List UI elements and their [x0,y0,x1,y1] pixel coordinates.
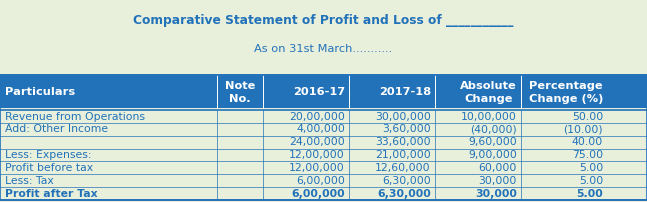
Text: 2016-17: 2016-17 [292,87,345,97]
Text: 24,00,000: 24,00,000 [289,137,345,147]
Text: 60,000: 60,000 [479,163,517,173]
Text: 6,30,000: 6,30,000 [377,188,431,199]
Text: Less: Tax: Less: Tax [5,176,53,186]
Text: 21,00,000: 21,00,000 [375,150,431,160]
Text: 5.00: 5.00 [579,176,603,186]
Text: 30,00,000: 30,00,000 [375,112,431,122]
Bar [0,75,647,200]
Text: Note
No.: Note No. [225,81,255,104]
Text: 5.00: 5.00 [579,163,603,173]
Text: Add: Other Income: Add: Other Income [5,124,107,134]
Text: 3,60,000: 3,60,000 [382,124,431,134]
Text: 12,00,000: 12,00,000 [289,163,345,173]
Text: Profit after Tax: Profit after Tax [5,188,97,199]
Text: (40,000): (40,000) [470,124,517,134]
Text: 9,00,000: 9,00,000 [468,150,517,160]
Text: Less: Expenses:: Less: Expenses: [5,150,91,160]
Text: As on 31st March...........: As on 31st March........... [254,44,393,55]
Bar [0,108,647,200]
Text: Absolute
Change: Absolute Change [460,81,517,104]
Text: 12,60,000: 12,60,000 [375,163,431,173]
Text: Revenue from Operations: Revenue from Operations [5,112,144,122]
Text: 30,000: 30,000 [479,176,517,186]
Text: 6,30,000: 6,30,000 [382,176,431,186]
Text: Percentage
Change (%): Percentage Change (%) [529,81,603,104]
Text: Comparative Statement of Profit and Loss of ___________: Comparative Statement of Profit and Loss… [133,14,514,27]
Text: 10,00,000: 10,00,000 [461,112,517,122]
Text: Profit before tax: Profit before tax [5,163,93,173]
Bar [0,75,647,110]
Text: 6,00,000: 6,00,000 [291,188,345,199]
Text: 4,00,000: 4,00,000 [296,124,345,134]
Text: 20,00,000: 20,00,000 [289,112,345,122]
Text: 6,00,000: 6,00,000 [296,176,345,186]
Text: Particulars: Particulars [5,87,74,97]
Text: 40.00: 40.00 [572,137,603,147]
Text: 50.00: 50.00 [572,112,603,122]
Text: 30,000: 30,000 [475,188,517,199]
Text: 9,60,000: 9,60,000 [468,137,517,147]
Text: (10.00): (10.00) [564,124,603,134]
Text: 33,60,000: 33,60,000 [375,137,431,147]
Text: 12,00,000: 12,00,000 [289,150,345,160]
Text: 2017-18: 2017-18 [378,87,431,97]
Text: 5.00: 5.00 [576,188,603,199]
Text: 75.00: 75.00 [572,150,603,160]
